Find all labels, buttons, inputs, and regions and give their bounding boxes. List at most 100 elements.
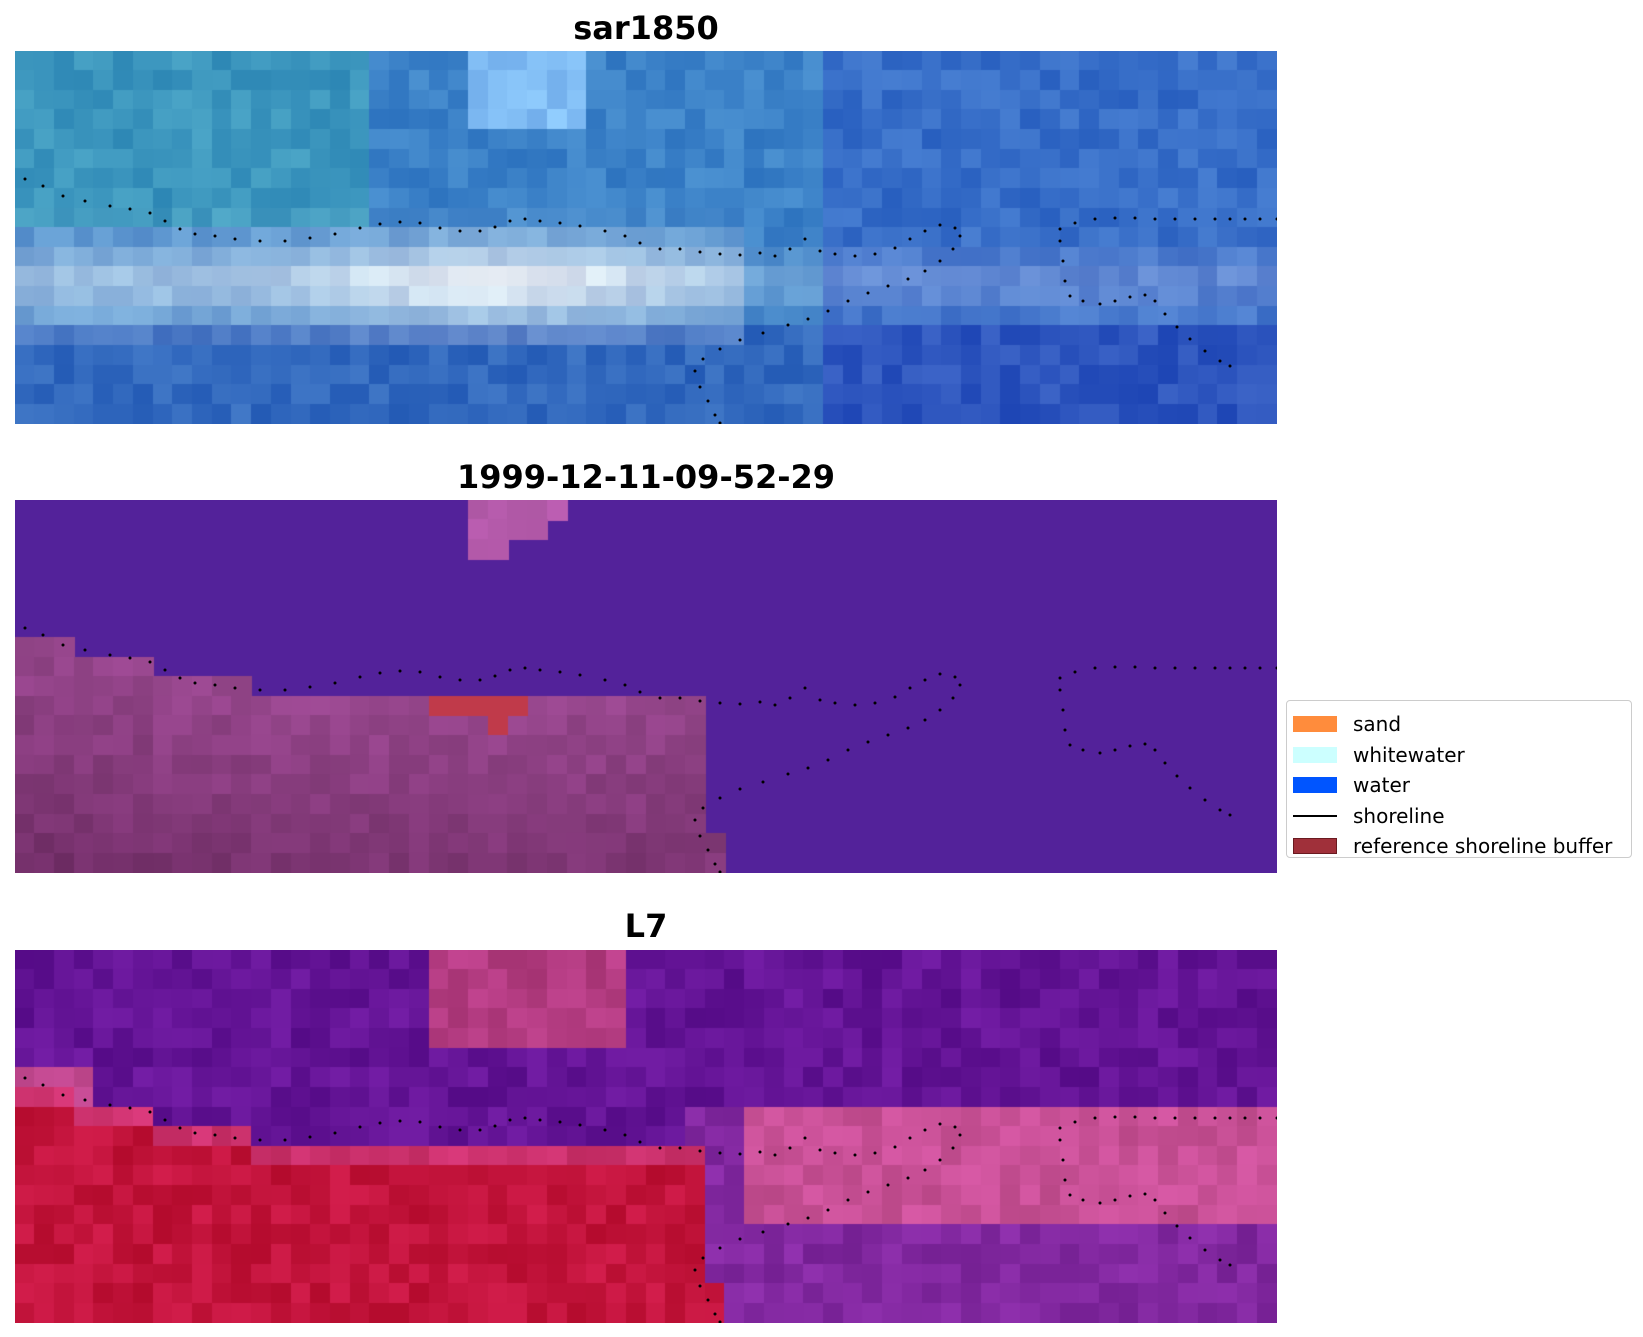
shoreline-point (1203, 1248, 1207, 1252)
shoreline-point (923, 229, 927, 233)
panel-title-1: sar1850 (573, 9, 719, 47)
shoreline-point (1081, 1198, 1085, 1202)
shoreline-point (773, 703, 777, 707)
shoreline-point (818, 698, 822, 702)
shoreline-point (538, 1118, 542, 1122)
shoreline-point (786, 323, 790, 327)
shoreline-point (1063, 1178, 1067, 1182)
shoreline-point (1133, 665, 1137, 669)
shoreline-point (1213, 217, 1217, 221)
shoreline-point (761, 1230, 765, 1234)
shoreline-point (538, 219, 542, 223)
shoreline-point (803, 237, 807, 241)
shoreline-point (718, 252, 722, 256)
shoreline-point (951, 247, 955, 251)
shoreline-point (906, 1176, 910, 1180)
shoreline-point (1093, 1116, 1097, 1120)
shoreline-point (718, 1246, 722, 1250)
shoreline-point (258, 239, 262, 243)
shoreline-point (1153, 666, 1157, 670)
shoreline-point (1213, 1116, 1217, 1120)
shoreline-point (908, 237, 912, 241)
shoreline-point (508, 219, 512, 223)
shoreline-point (623, 683, 627, 687)
sar-image (15, 51, 1277, 424)
shoreline-point (738, 253, 742, 257)
shoreline-point (1058, 1126, 1062, 1130)
shoreline-point (213, 234, 217, 238)
shoreline-point (1153, 217, 1157, 221)
shoreline-point (1258, 217, 1262, 221)
shoreline-point (1173, 666, 1177, 670)
shoreline-point (108, 1103, 112, 1107)
shoreline-point (148, 660, 152, 664)
shoreline-point (658, 247, 662, 251)
shoreline-point (1113, 216, 1117, 220)
shoreline-point (478, 678, 482, 682)
shoreline-point (1193, 217, 1197, 221)
shoreline-point (713, 1312, 717, 1316)
legend-item-whitewater: whitewater (1293, 740, 1625, 771)
shoreline-point (1128, 1194, 1132, 1198)
l7-index-image (15, 950, 1277, 1323)
legend-item-water: water (1293, 770, 1625, 801)
shoreline-point (108, 204, 112, 208)
shoreline-point (61, 194, 65, 198)
shoreline-point (738, 338, 742, 342)
panel-title-2: 1999-12-11-09-52-29 (456, 458, 836, 496)
shoreline-point (846, 299, 850, 303)
shoreline-point (623, 1133, 627, 1137)
shoreline-point (706, 1298, 710, 1302)
shoreline-point (658, 696, 662, 700)
shoreline-point (1203, 349, 1207, 353)
shoreline-point (41, 633, 45, 637)
shoreline-point (706, 848, 710, 852)
shoreline-point (698, 1149, 702, 1153)
shoreline-point (493, 1124, 497, 1128)
shoreline-point (1093, 217, 1097, 221)
shoreline-point (698, 1284, 702, 1288)
shoreline-point (458, 678, 462, 682)
shoreline-point (1113, 299, 1117, 303)
shoreline-point (1068, 743, 1072, 747)
shoreline-point (1175, 1224, 1179, 1228)
shoreline-point (693, 1268, 697, 1272)
shoreline-point (1063, 728, 1067, 732)
shoreline-point (718, 870, 722, 873)
shoreline-point (333, 1131, 337, 1135)
shoreline-point (893, 246, 897, 250)
shoreline-point (41, 1083, 45, 1087)
shoreline-point (603, 1128, 607, 1132)
shoreline-point (886, 284, 890, 288)
shoreline-point (578, 1123, 582, 1127)
shoreline-point (908, 686, 912, 690)
shoreline-point (1073, 1120, 1077, 1124)
shoreline-point (718, 1320, 722, 1323)
shoreline-point (358, 1125, 362, 1129)
shoreline-point (1228, 217, 1232, 221)
shoreline-point (788, 1146, 792, 1150)
shoreline-point (758, 1150, 762, 1154)
shoreline-point (523, 1116, 527, 1120)
shoreline-point (923, 1168, 927, 1172)
shoreline-point (678, 696, 682, 700)
shoreline-point (738, 702, 742, 706)
classification-image (15, 500, 1277, 873)
shoreline-point (283, 239, 287, 243)
shoreline-point (1188, 786, 1192, 790)
legend-swatch-reference-buffer (1293, 838, 1337, 855)
shoreline-point (866, 1190, 870, 1194)
shoreline-point (83, 648, 87, 652)
shoreline-point (698, 834, 702, 838)
shoreline-point (1153, 1116, 1157, 1120)
shoreline-overlay-3 (23, 1076, 1277, 1323)
shoreline-point (333, 232, 337, 236)
legend-item-sand: sand (1293, 709, 1625, 740)
shoreline-point (923, 269, 927, 273)
legend-swatch-sand (1293, 716, 1337, 733)
shoreline-point (1228, 1116, 1232, 1120)
legend: sand whitewater water shoreline referenc… (1286, 700, 1632, 858)
shoreline-point (953, 1125, 957, 1129)
shoreline-point (148, 1110, 152, 1114)
shoreline-overlay-2 (23, 626, 1277, 873)
